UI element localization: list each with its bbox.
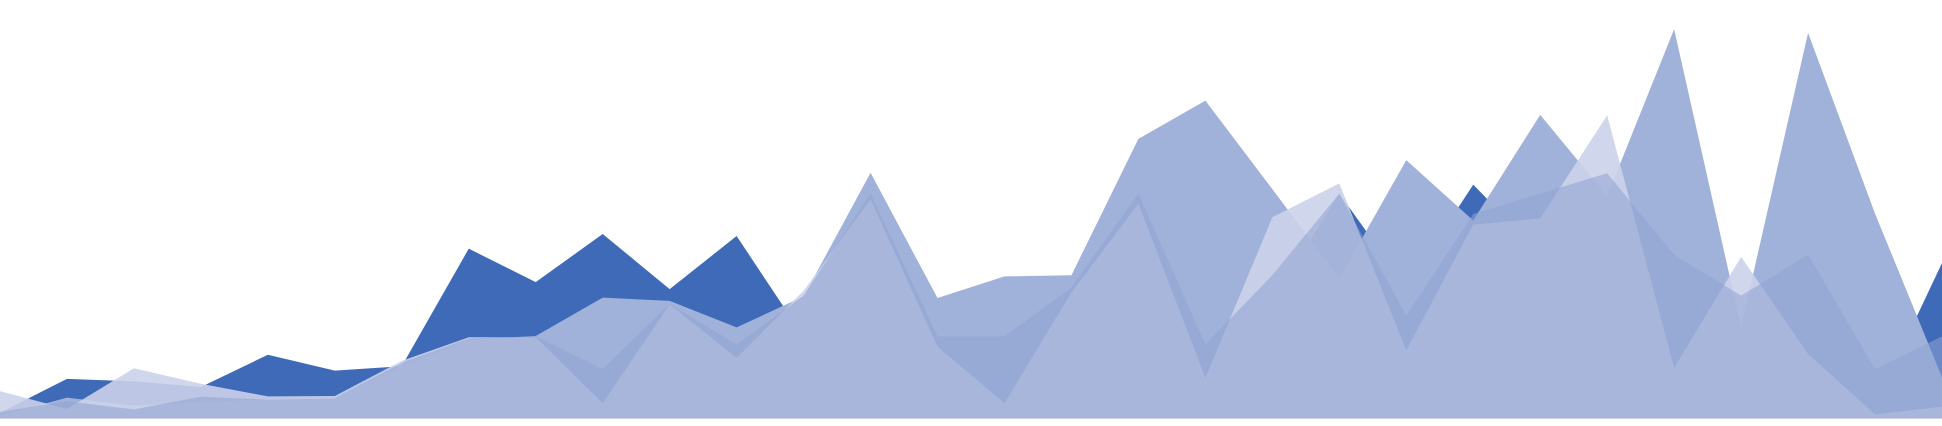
- area-series-4: [0, 173, 1942, 418]
- area-series-group: [0, 29, 1942, 419]
